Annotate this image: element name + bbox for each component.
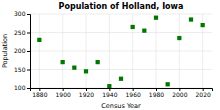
point [107,84,111,88]
chart-svg: 1880 1900 1920 1940 1960 1980 2000 2020 100 150 20… [0,0,220,110]
x-tick: 2000 [172,88,187,98]
y-tick: 100 [14,84,30,91]
x-tick: 1980 [149,88,164,98]
point [201,23,205,27]
points [37,16,205,88]
point [131,25,135,29]
x-tick: 1920 [79,88,94,98]
y-tick: 200 [14,47,30,54]
point [189,17,193,21]
point [119,77,123,81]
point [154,16,158,20]
y-tick-mark [27,33,30,34]
x-axis: 1880 1900 1920 1940 1960 1980 2000 2020 [31,88,213,98]
point [61,60,65,64]
x-tick-label: 2020 [196,91,211,98]
point [96,60,100,64]
y-tick-mark [27,14,30,15]
point [142,29,146,33]
y-tick: 150 [14,66,30,73]
point [166,82,170,86]
x-tick-label: 1980 [149,91,164,98]
point [84,69,88,73]
y-tick-label: 200 [14,47,26,54]
y-tick-label: 100 [14,84,26,91]
y-tick-label: 150 [14,66,26,73]
point [37,38,41,42]
grid-line-y [30,51,212,52]
point [177,36,181,40]
chart-container: 1880 1900 1920 1940 1960 1980 2000 2020 100 150 20… [0,0,220,110]
x-tick: 1880 [32,88,47,98]
x-tick: 1960 [126,88,141,98]
x-tick-label: 1880 [32,91,47,98]
grid [30,14,212,88]
y-tick-label: 250 [14,29,26,36]
y-tick-mark [27,88,30,89]
plot-area: 1880 1900 1920 1940 1960 1980 2000 2020 100 150 20… [14,10,212,97]
grid-line-y [30,69,212,70]
grid-line-y [30,14,212,15]
x-tick: 1900 [56,88,71,98]
y-tick-label: 300 [14,10,26,17]
y-tick: 300 [14,10,30,17]
x-tick-label: 1900 [56,91,71,98]
x-tick: 2020 [196,88,211,98]
title: Population of Holland, Iowa [59,2,184,11]
y-axis-title: Population [1,34,9,68]
y-axis-line [27,15,31,89]
y-tick-mark [27,51,30,52]
x-tick-label: 1920 [79,91,94,98]
x-tick-label: 1960 [126,91,141,98]
x-tick-label: 1940 [102,91,117,98]
y-tick-mark [27,70,30,71]
grid-line-y [30,32,212,33]
x-tick-label: 2000 [172,91,187,98]
x-axis-title: Census Year [101,102,141,110]
x-tick: 1940 [102,88,117,98]
y-tick: 250 [14,29,30,36]
y-axis: 100 150 200 250 300 [14,10,30,91]
point [72,66,76,70]
